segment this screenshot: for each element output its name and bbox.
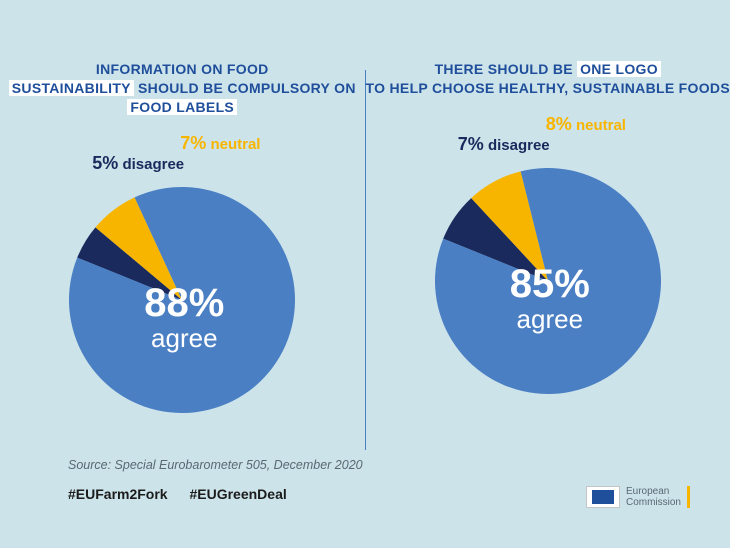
ec-line2: Commission [626, 497, 681, 508]
disagree-word: disagree [488, 137, 550, 154]
agree-word: agree [510, 304, 590, 335]
disagree-pct: 5% [92, 153, 118, 173]
neutral-pct: 7% [180, 133, 206, 153]
agree-label: 85% agree [510, 264, 590, 335]
hl-strong: FOOD LABELS [127, 99, 237, 115]
agree-pct: 88% [144, 283, 224, 323]
agree-word: agree [144, 323, 224, 354]
neutral-pct: 8% [546, 114, 572, 134]
disagree-pct: 7% [458, 134, 484, 154]
hl-strong: SUSTAINABILITY [9, 80, 134, 96]
european-commission-logo: European Commission [586, 486, 690, 508]
hashtag: #EUFarm2Fork [68, 486, 168, 502]
pie-wrap-right: 8% neutral 7% disagree 85% agree [398, 114, 698, 394]
hl-text: TO HELP CHOOSE HEALTHY, SUSTAINABLE FOOD… [366, 80, 730, 96]
neutral-label: 8% neutral [546, 114, 626, 135]
agree-pct: 85% [510, 264, 590, 304]
headline-left: INFORMATION ON FOOD SUSTAINABILITY SHOUL… [0, 60, 365, 117]
panels-container: INFORMATION ON FOOD SUSTAINABILITY SHOUL… [0, 0, 730, 450]
neutral-label: 7% neutral [180, 133, 260, 154]
panel-right: THERE SHOULD BE ONE LOGO TO HELP CHOOSE … [366, 60, 730, 394]
agree-label: 88% agree [144, 283, 224, 354]
hl-text: INFORMATION ON FOOD [96, 61, 269, 77]
hl-text: THERE SHOULD BE [435, 61, 577, 77]
pie-wrap-left: 7% neutral 5% disagree 88% agree [32, 133, 332, 413]
neutral-word: neutral [576, 117, 626, 134]
hashtags: #EUFarm2Fork #EUGreenDeal [68, 486, 363, 502]
ec-logo-text: European Commission [626, 486, 690, 508]
source-text: Source: Special Eurobarometer 505, Decem… [68, 458, 363, 472]
disagree-word: disagree [122, 156, 184, 173]
hl-text: SHOULD BE COMPULSORY ON [138, 80, 356, 96]
panel-left: INFORMATION ON FOOD SUSTAINABILITY SHOUL… [0, 60, 365, 413]
hashtag: #EUGreenDeal [189, 486, 286, 502]
disagree-label: 5% disagree [92, 153, 184, 174]
disagree-label: 7% disagree [458, 134, 550, 155]
footer: Source: Special Eurobarometer 505, Decem… [68, 458, 363, 502]
neutral-word: neutral [210, 136, 260, 153]
hl-strong: ONE LOGO [577, 61, 661, 77]
ec-line1: European [626, 486, 669, 497]
headline-right: THERE SHOULD BE ONE LOGO TO HELP CHOOSE … [366, 60, 730, 98]
eu-flag-inner [592, 490, 614, 504]
eu-flag-icon [586, 486, 620, 508]
